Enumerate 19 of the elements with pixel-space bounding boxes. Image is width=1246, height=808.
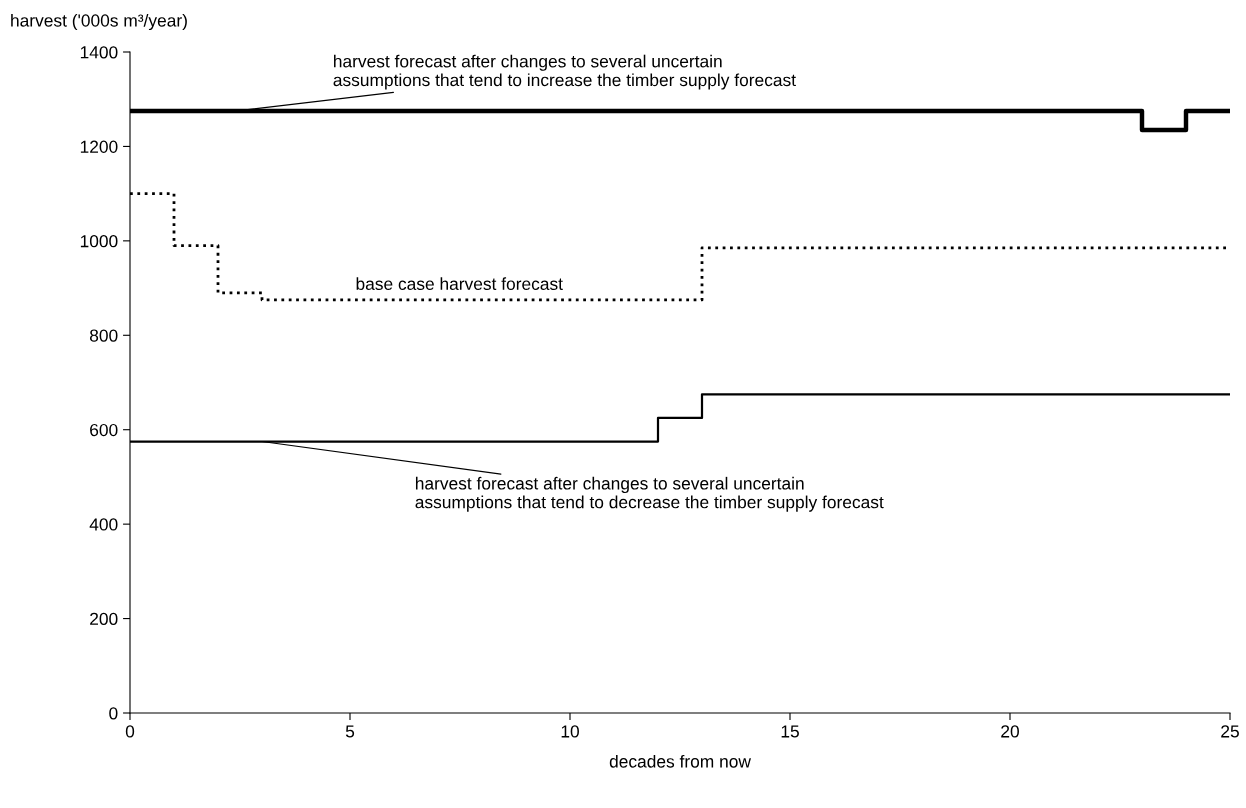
y-tick-label: 0	[109, 707, 118, 720]
annotation: harvest forecast after changes to several uncertain assumptions that tend to decrease the timber supply forecast	[415, 476, 884, 512]
y-axis-title: harvest ('000s m³/year)	[11, 13, 187, 31]
y-tick-label: 400	[89, 518, 118, 531]
x-tick-label: 5	[345, 725, 355, 738]
x-tick-label: 15	[781, 725, 799, 738]
y-tick-label: 800	[89, 329, 118, 342]
y-tick-label: 1200	[80, 140, 118, 153]
y-tick-label: 200	[90, 612, 118, 626]
x-tick-label: 0	[125, 725, 135, 738]
x-tick-label: 10	[561, 725, 579, 738]
annotation: base case harvest forecast	[356, 277, 563, 290]
x-axis-title: decades from now	[609, 754, 751, 768]
x-tick-label: 25	[1221, 725, 1239, 738]
y-tick-label: 1000	[80, 235, 118, 248]
x-tick-label: 20	[1001, 725, 1019, 738]
y-tick-label: 600	[90, 423, 118, 437]
y-tick-label: 1400	[80, 46, 118, 59]
annotation: harvest forecast after changes to several uncertain assumptions that tend to increase the timber supply forecast	[333, 54, 796, 90]
